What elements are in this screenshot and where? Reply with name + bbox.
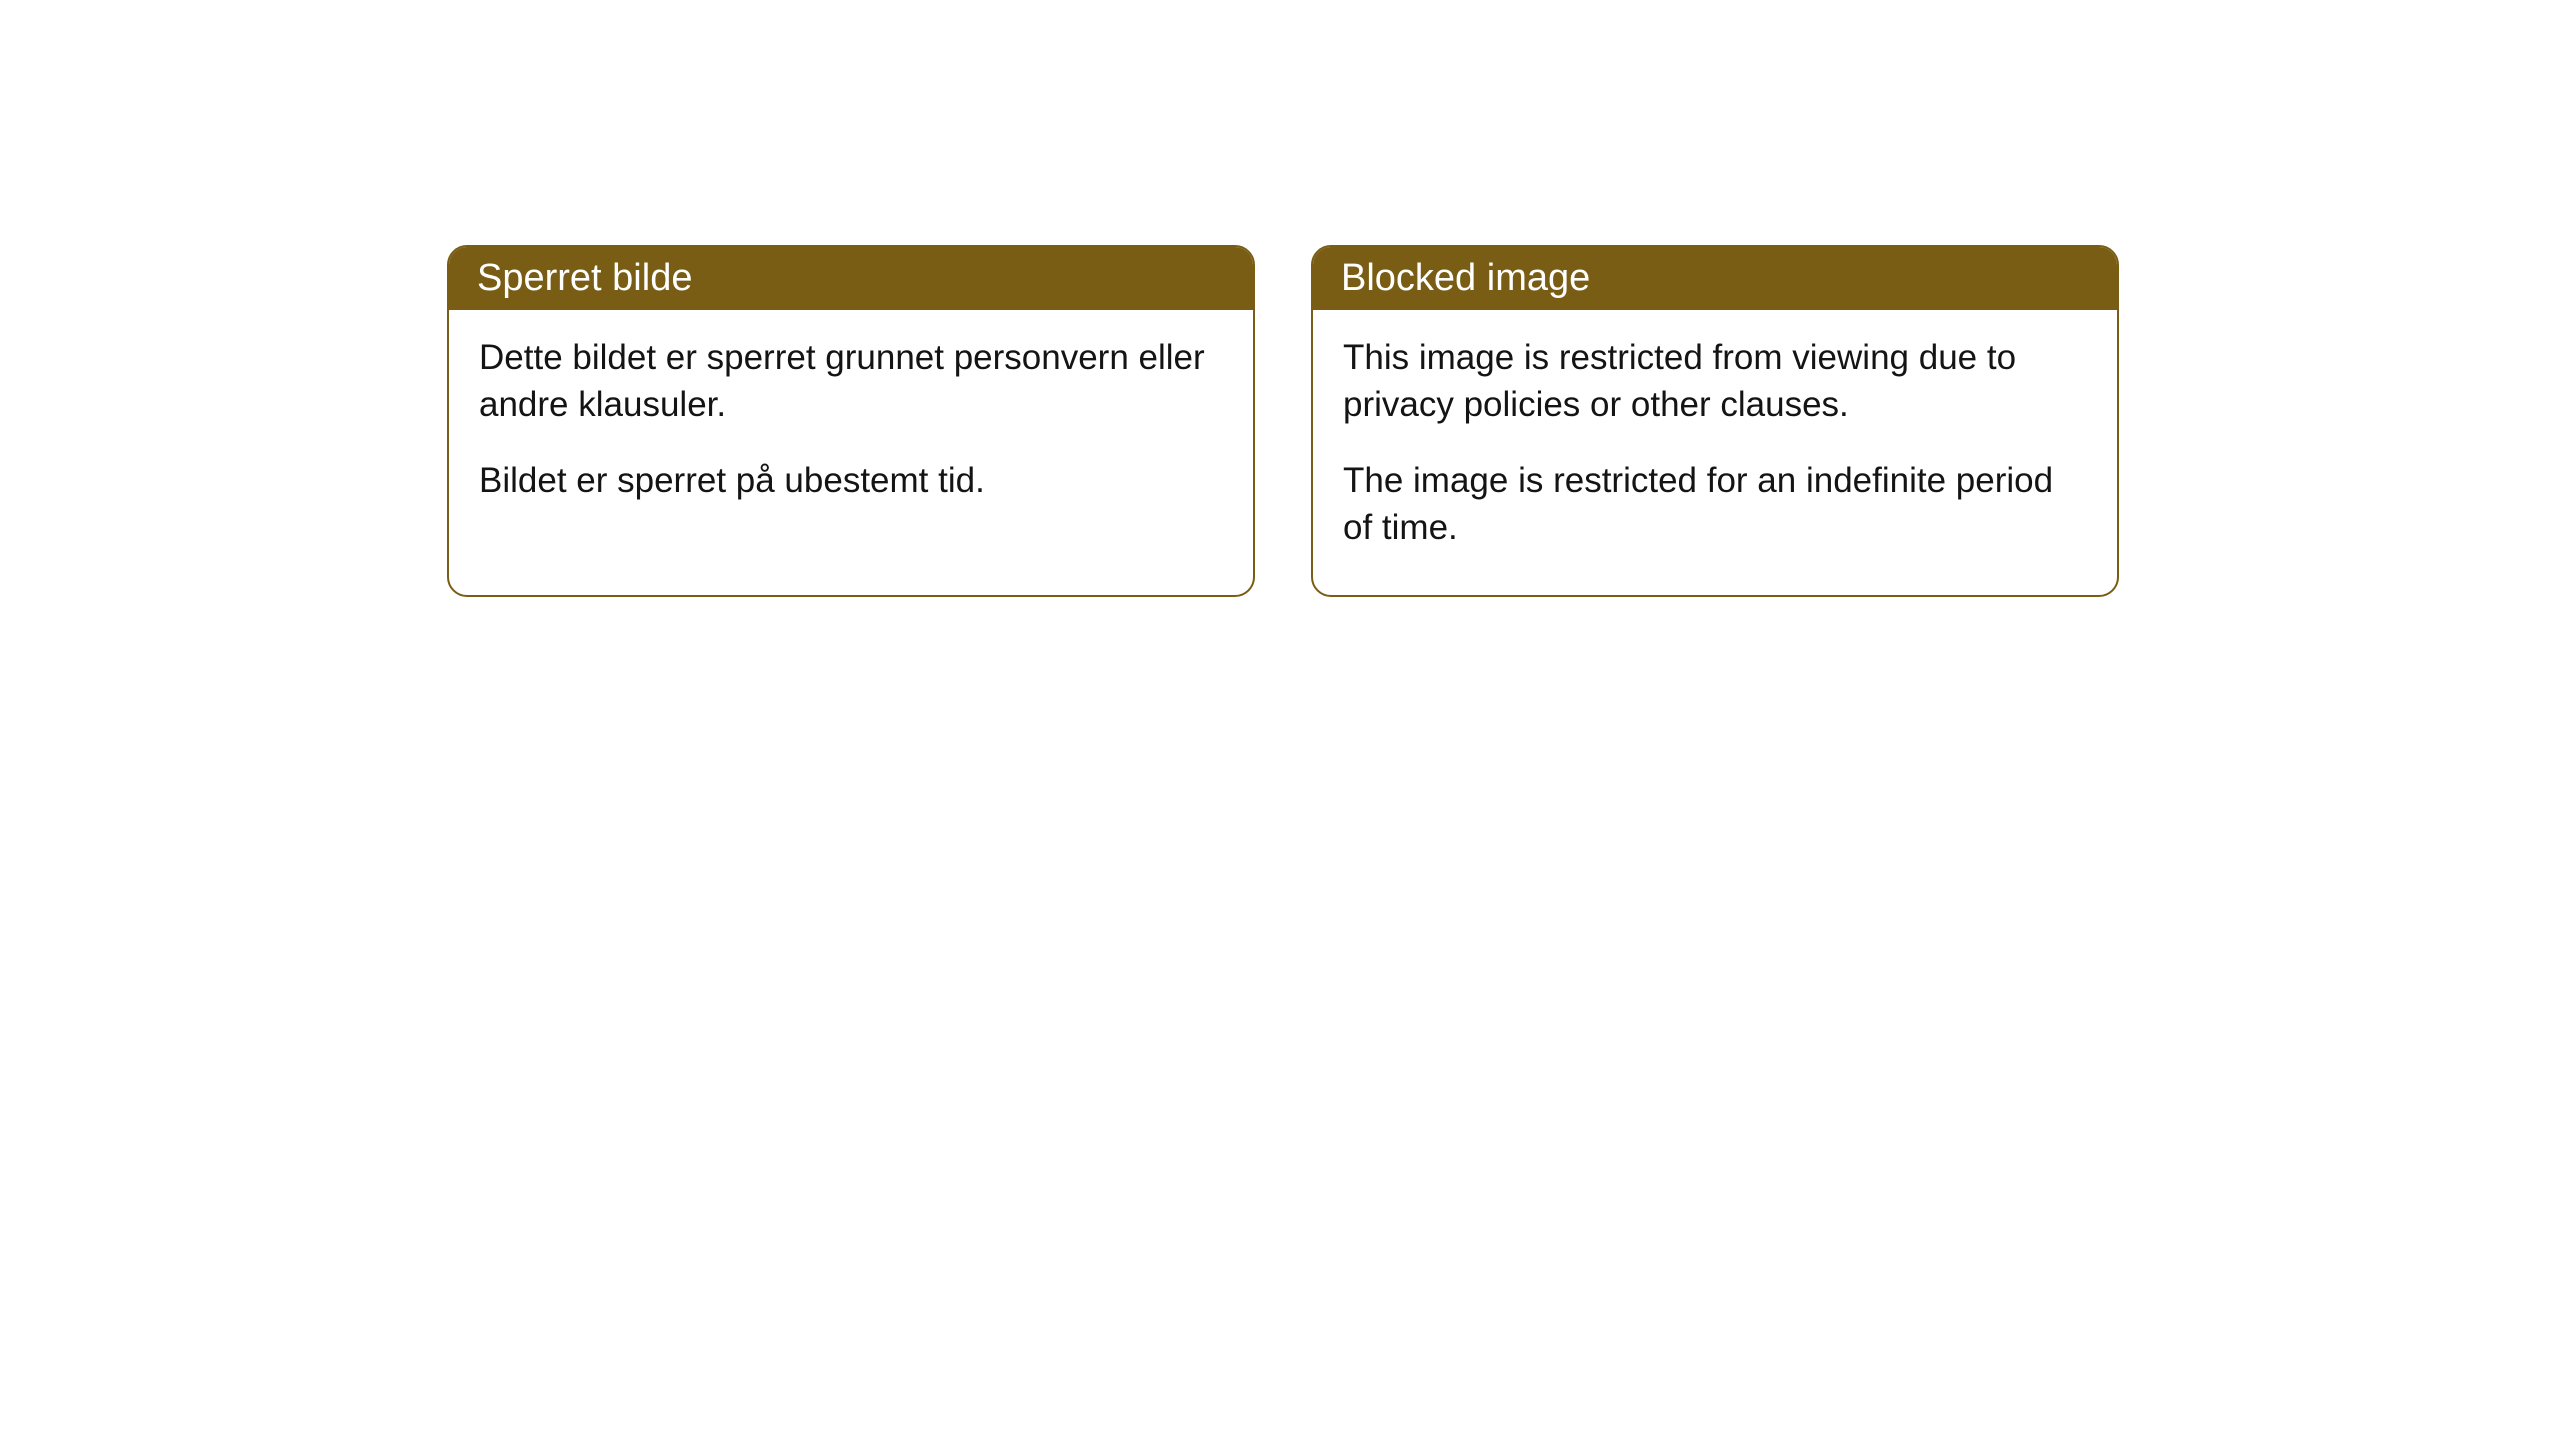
card-english: Blocked image This image is restricted f…	[1311, 245, 2119, 597]
card-header-norwegian: Sperret bilde	[449, 247, 1253, 310]
card-header-english: Blocked image	[1313, 247, 2117, 310]
card-norwegian: Sperret bilde Dette bildet er sperret gr…	[447, 245, 1255, 597]
card-body-norwegian: Dette bildet er sperret grunnet personve…	[449, 310, 1253, 548]
cards-container: Sperret bilde Dette bildet er sperret gr…	[0, 0, 2560, 597]
card-paragraph-1: Dette bildet er sperret grunnet personve…	[479, 334, 1223, 429]
card-paragraph-2: Bildet er sperret på ubestemt tid.	[479, 457, 1223, 504]
card-body-english: This image is restricted from viewing du…	[1313, 310, 2117, 595]
card-paragraph-2: The image is restricted for an indefinit…	[1343, 457, 2087, 552]
card-paragraph-1: This image is restricted from viewing du…	[1343, 334, 2087, 429]
